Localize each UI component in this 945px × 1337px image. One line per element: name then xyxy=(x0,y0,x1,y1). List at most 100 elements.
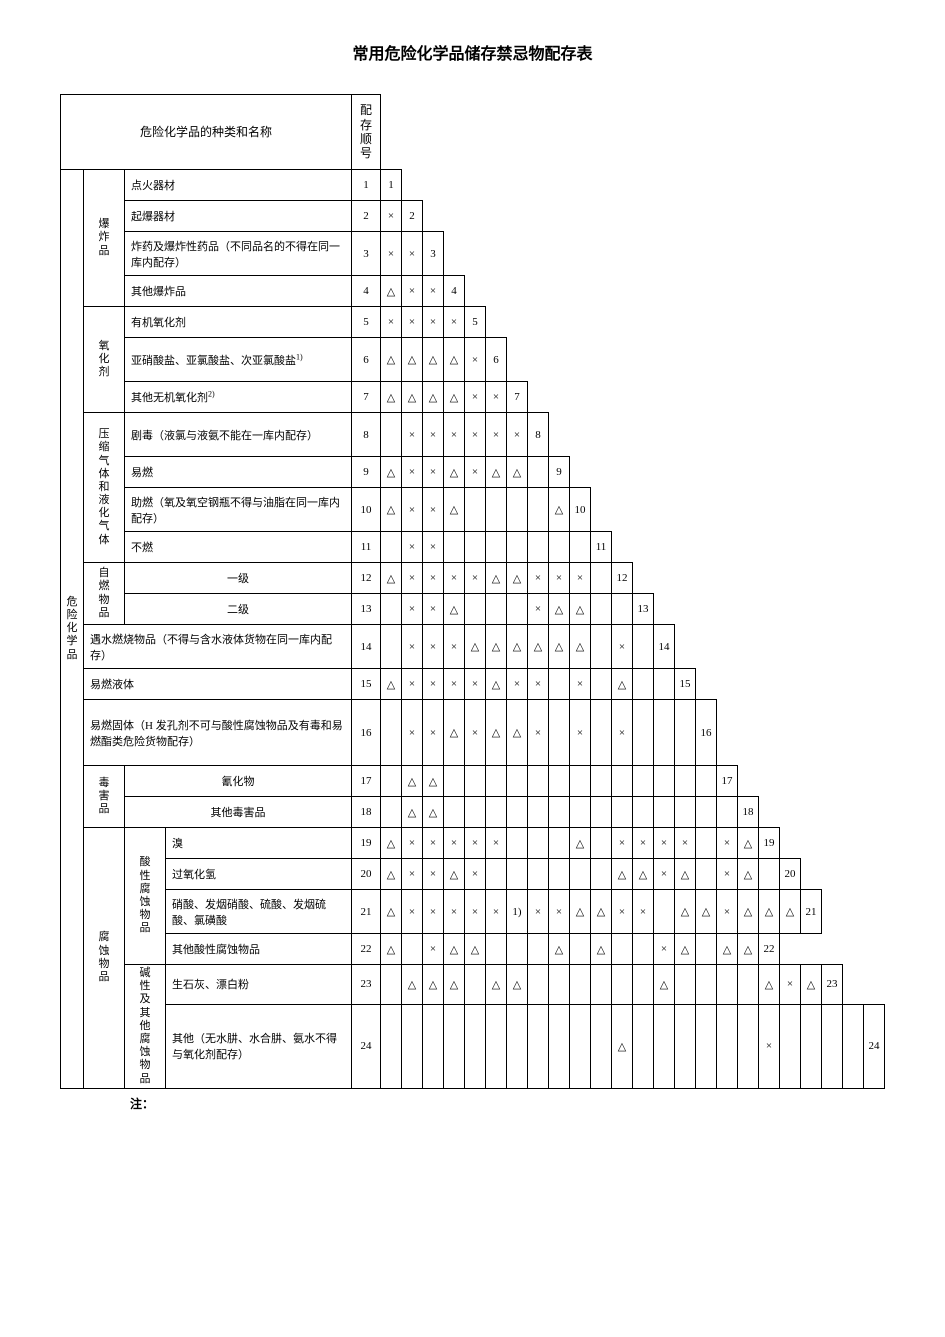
matrix-cell: △ xyxy=(549,934,570,965)
matrix-cell xyxy=(507,828,528,859)
matrix-cell xyxy=(570,934,591,965)
seq-number: 19 xyxy=(352,828,381,859)
matrix-cell: × xyxy=(423,625,444,669)
matrix-cell xyxy=(528,828,549,859)
seq-number: 17 xyxy=(352,766,381,797)
matrix-cell: × xyxy=(549,890,570,934)
matrix-cell xyxy=(612,766,633,797)
matrix-cell xyxy=(633,625,654,669)
matrix-cell: × xyxy=(444,828,465,859)
matrix-cell: △ xyxy=(486,457,507,488)
matrix-cell xyxy=(675,797,696,828)
matrix-cell: △ xyxy=(423,797,444,828)
matrix-cell xyxy=(570,965,591,1005)
compatibility-table: 危险化学品的种类和名称配存顺号危险化学品爆炸品点火器材11起爆器材2×2炸药及爆… xyxy=(60,94,885,1089)
matrix-cell: △ xyxy=(444,457,465,488)
matrix-cell: × xyxy=(423,532,444,563)
matrix-cell: × xyxy=(423,934,444,965)
item-name: 溴 xyxy=(166,828,352,859)
header-category-label: 危险化学品的种类和名称 xyxy=(61,95,352,170)
item-name: 易燃液体 xyxy=(84,669,352,700)
matrix-cell xyxy=(528,457,549,488)
category-cell: 压缩气体和液化气体 xyxy=(84,413,125,563)
matrix-cell xyxy=(612,934,633,965)
matrix-cell: × xyxy=(402,859,423,890)
matrix-cell xyxy=(507,1004,528,1088)
matrix-cell: △ xyxy=(780,890,801,934)
matrix-cell: × xyxy=(402,232,423,276)
matrix-cell: △ xyxy=(759,890,780,934)
matrix-cell xyxy=(675,766,696,797)
subcategory-cell: 酸性腐蚀物品 xyxy=(125,828,166,965)
matrix-cell: × xyxy=(402,594,423,625)
category-cell: 毒害品 xyxy=(84,766,125,828)
matrix-cell: △ xyxy=(507,965,528,1005)
matrix-cell: △ xyxy=(738,859,759,890)
matrix-cell: × xyxy=(633,828,654,859)
matrix-cell: 15 xyxy=(675,669,696,700)
matrix-cell: × xyxy=(423,563,444,594)
matrix-cell: × xyxy=(528,594,549,625)
matrix-cell xyxy=(528,859,549,890)
item-name: 其他毒害品 xyxy=(125,797,352,828)
matrix-cell xyxy=(486,594,507,625)
matrix-cell xyxy=(549,766,570,797)
matrix-cell xyxy=(570,1004,591,1088)
matrix-cell xyxy=(612,594,633,625)
matrix-cell xyxy=(528,797,549,828)
matrix-cell xyxy=(696,766,717,797)
matrix-cell: × xyxy=(423,307,444,338)
matrix-cell xyxy=(675,700,696,766)
matrix-cell xyxy=(612,797,633,828)
matrix-cell: × xyxy=(465,338,486,382)
item-name: 点火器材 xyxy=(125,170,352,201)
matrix-cell: △ xyxy=(759,965,780,1005)
matrix-cell xyxy=(759,859,780,890)
matrix-cell xyxy=(507,766,528,797)
matrix-cell: 2 xyxy=(402,201,423,232)
item-name: 一级 xyxy=(125,563,352,594)
matrix-cell xyxy=(507,488,528,532)
matrix-cell xyxy=(633,965,654,1005)
matrix-cell: × xyxy=(402,828,423,859)
matrix-cell: △ xyxy=(486,625,507,669)
matrix-cell: × xyxy=(612,625,633,669)
matrix-cell xyxy=(633,797,654,828)
matrix-cell: △ xyxy=(465,625,486,669)
matrix-cell xyxy=(444,766,465,797)
seq-number: 23 xyxy=(352,965,381,1005)
matrix-cell: △ xyxy=(612,859,633,890)
seq-number: 16 xyxy=(352,700,381,766)
matrix-cell xyxy=(381,532,402,563)
item-name: 不燃 xyxy=(125,532,352,563)
matrix-cell: △ xyxy=(444,594,465,625)
matrix-cell: △ xyxy=(570,828,591,859)
matrix-cell xyxy=(696,797,717,828)
matrix-cell: △ xyxy=(591,890,612,934)
item-name: 其他酸性腐蚀物品 xyxy=(166,934,352,965)
matrix-cell: △ xyxy=(444,488,465,532)
matrix-cell xyxy=(549,797,570,828)
matrix-cell: × xyxy=(465,828,486,859)
seq-number: 14 xyxy=(352,625,381,669)
matrix-cell: × xyxy=(444,307,465,338)
matrix-cell: △ xyxy=(738,890,759,934)
matrix-cell: 23 xyxy=(822,965,843,1005)
matrix-cell xyxy=(381,797,402,828)
matrix-cell xyxy=(570,797,591,828)
seq-number: 5 xyxy=(352,307,381,338)
seq-number: 15 xyxy=(352,669,381,700)
matrix-cell xyxy=(696,859,717,890)
matrix-cell: 4 xyxy=(444,276,465,307)
matrix-cell: × xyxy=(402,532,423,563)
matrix-cell xyxy=(654,890,675,934)
matrix-cell: × xyxy=(465,382,486,413)
matrix-cell xyxy=(633,669,654,700)
matrix-cell: △ xyxy=(381,828,402,859)
matrix-cell: 21 xyxy=(801,890,822,934)
matrix-cell: 3 xyxy=(423,232,444,276)
matrix-cell: × xyxy=(507,669,528,700)
matrix-cell: × xyxy=(423,669,444,700)
matrix-cell xyxy=(612,965,633,1005)
matrix-cell xyxy=(528,1004,549,1088)
